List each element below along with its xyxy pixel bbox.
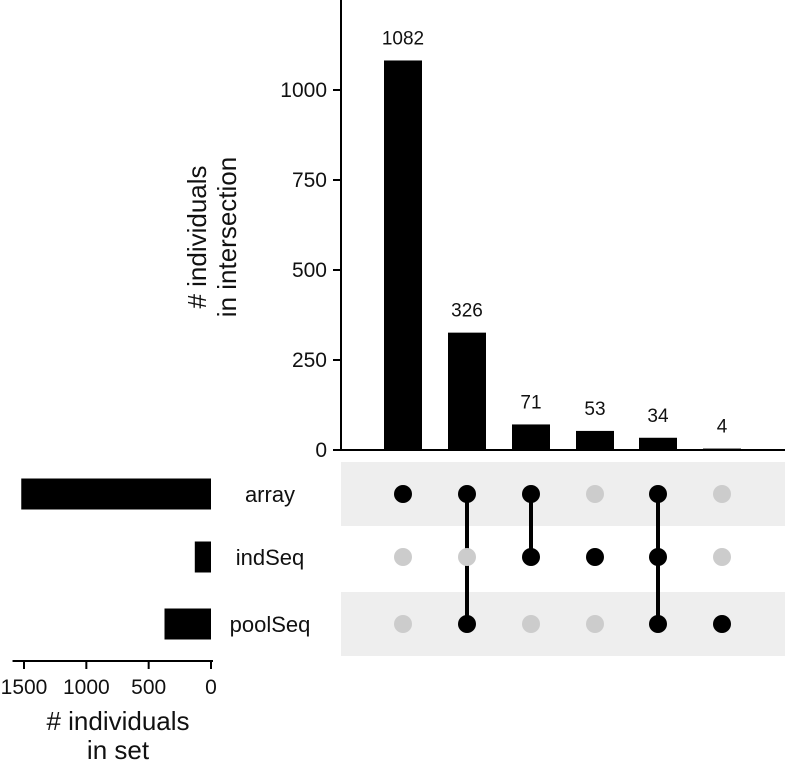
matrix-stripe-array: [341, 462, 785, 526]
matrix-dot-2-indSeq: [458, 548, 476, 566]
intersection-ylabel-line2: in intersection: [212, 157, 242, 317]
set-bar-array: [21, 478, 211, 510]
set-xlabel-line2: in set: [87, 735, 150, 765]
y-tick-label-0: 0: [315, 439, 327, 462]
set-name-labels: array indSeq poolSeq: [230, 482, 311, 637]
membership-matrix: [394, 485, 731, 633]
set-bar-indSeq: [194, 541, 211, 573]
matrix-row-stripes: [341, 462, 785, 656]
matrix-dot-6-array: [713, 485, 731, 503]
intersection-bar-3: [512, 424, 550, 450]
set-xlabel-line1: # individuals: [46, 706, 189, 736]
intersection-bar-label-4: 53: [584, 399, 605, 420]
intersection-bar-4: [576, 430, 614, 450]
matrix-dot-1-indSeq: [394, 548, 412, 566]
y-tick-label-1000: 1000: [280, 79, 327, 102]
matrix-dot-6-indSeq: [713, 548, 731, 566]
matrix-dot-4-poolSeq: [586, 615, 604, 633]
matrix-dot-3-array: [522, 485, 540, 503]
intersection-y-axis: 0 250 500 750 1000: [280, 0, 785, 462]
set-label-indSeq: indSeq: [236, 545, 305, 570]
set-size-x-axis: 1500 1000 500 0: [1, 660, 217, 699]
matrix-dot-4-array: [586, 485, 604, 503]
intersection-bars: [384, 60, 741, 450]
matrix-dot-6-poolSeq: [713, 615, 731, 633]
intersection-bar-labels: 1082 326 71 53 34 4: [382, 28, 728, 437]
intersection-ylabel-line1: # individuals: [182, 165, 212, 308]
intersection-bar-label-3: 71: [520, 392, 541, 413]
matrix-stripe-poolSeq: [341, 592, 785, 656]
matrix-dot-1-poolSeq: [394, 615, 412, 633]
matrix-dot-4-indSeq: [586, 548, 604, 566]
intersection-bar-5: [639, 437, 677, 450]
set-size-bars: [21, 478, 211, 640]
matrix-dot-5-array: [649, 485, 667, 503]
matrix-dot-5-indSeq: [649, 548, 667, 566]
matrix-dot-5-poolSeq: [649, 615, 667, 633]
set-label-array: array: [245, 482, 295, 507]
intersection-bar-2: [448, 332, 486, 450]
intersection-bar-label-1: 1082: [382, 28, 424, 49]
set-bar-poolSeq: [164, 608, 211, 640]
intersection-bar-1: [384, 60, 422, 450]
matrix-dot-3-poolSeq: [522, 615, 540, 633]
matrix-dot-1-array: [394, 485, 412, 503]
intersection-bar-label-5: 34: [647, 406, 669, 427]
set-tick-label-1000: 1000: [63, 676, 110, 699]
matrix-dot-3-indSeq: [522, 548, 540, 566]
set-label-poolSeq: poolSeq: [230, 612, 311, 637]
intersection-bar-label-6: 4: [717, 417, 728, 438]
matrix-dot-2-array: [458, 485, 476, 503]
intersection-bar-6: [703, 448, 741, 450]
y-tick-label-500: 500: [292, 259, 327, 282]
intersection-bar-label-2: 326: [451, 301, 483, 322]
set-tick-label-500: 500: [131, 676, 166, 699]
set-tick-label-0: 0: [205, 676, 217, 699]
set-tick-label-1500: 1500: [1, 676, 48, 699]
matrix-dot-2-poolSeq: [458, 615, 476, 633]
y-tick-label-750: 750: [292, 169, 327, 192]
y-tick-label-250: 250: [292, 349, 327, 372]
